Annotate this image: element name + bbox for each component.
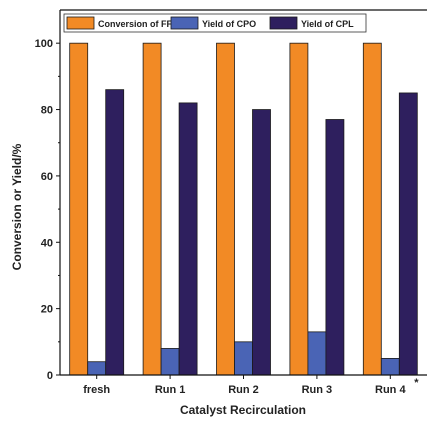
x-tick-label: Run 3 [302, 384, 333, 396]
bar-1-4 [289, 42, 309, 376]
bar-3-5 [398, 92, 418, 376]
bar-3-4 [325, 119, 345, 376]
x-axis-title: Catalyst Recirculation [180, 403, 306, 417]
bar-2-4 [307, 331, 327, 376]
bar-3-3 [252, 109, 271, 376]
x-tick-label: Run 4 [375, 384, 406, 396]
bar-2-1 [87, 361, 107, 376]
bar-1-1 [69, 42, 89, 376]
x-tick-annotation: * [414, 377, 419, 389]
legend-label-2: Yield of CPO [202, 19, 256, 29]
bar-2-2 [160, 348, 180, 376]
legend-swatch-3 [269, 16, 298, 30]
axes-group: 0 20 40 60 80 100 fresh Run 1 Run 2 Run 3 Run 4 * [35, 9, 427, 396]
bar-2-5 [380, 358, 400, 376]
y-tick-label: 0 [47, 370, 53, 382]
x-tick-label: Run 1 [155, 384, 186, 396]
bars-group [69, 42, 418, 376]
y-axis-title: Conversion or Yield/% [10, 143, 24, 270]
y-tick-label: 100 [35, 38, 53, 50]
y-tick-label: 80 [41, 105, 53, 117]
legend-swatch-2 [170, 16, 199, 30]
x-tick-label: fresh [83, 384, 110, 396]
legend-swatch-1 [66, 16, 95, 30]
bar-1-2 [142, 42, 162, 376]
y-tick-label: 40 [41, 237, 53, 249]
legend: Conversion of FFA Yield of CPO Yield of CP… [63, 13, 367, 33]
bar-3-2 [178, 102, 198, 376]
legend-label-1: Conversion of FFA [98, 19, 179, 29]
bar-2-3 [234, 341, 253, 376]
bar-1-5 [362, 42, 382, 376]
y-tick-label: 20 [41, 304, 53, 316]
legend-label-3: Yield of CPL [301, 19, 354, 29]
y-tick-label: 60 [41, 171, 53, 183]
bar-1-3 [216, 42, 235, 376]
x-tick-label: Run 2 [228, 384, 259, 396]
bar-3-1 [105, 89, 125, 376]
